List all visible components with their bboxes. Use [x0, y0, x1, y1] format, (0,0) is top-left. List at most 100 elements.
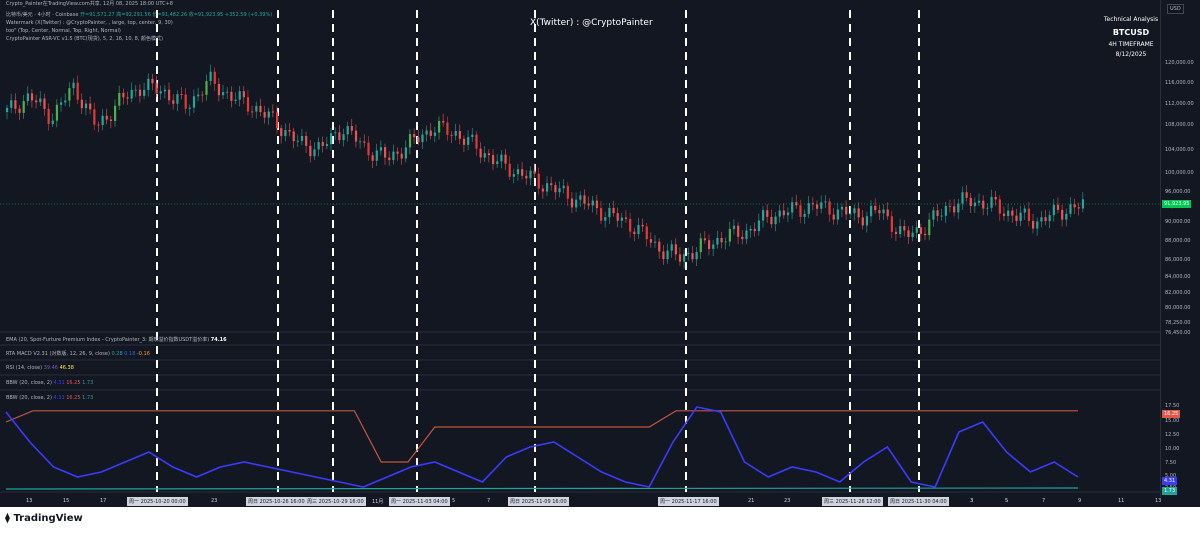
candle-body — [89, 103, 92, 110]
candle-body — [903, 226, 906, 231]
price-axis-label: 108,000.00 — [1165, 122, 1194, 128]
candle-body — [408, 134, 412, 148]
candle-body — [359, 141, 362, 143]
candle-body — [845, 206, 848, 215]
candle-body — [624, 217, 628, 219]
time-highlight-label: 周三 2025-10-29 16:00 — [305, 497, 366, 506]
candle-body — [209, 71, 212, 82]
candle-body — [446, 122, 449, 135]
candle-body — [757, 220, 761, 232]
candle-body — [828, 201, 831, 215]
asr-indicator-line[interactable]: CryptoPainter ASR-VC v1.5 (BTC(現货), 5, 2… — [6, 36, 163, 42]
watermark-indicator-line[interactable]: Watermark (X(Twitter) : @CryptoPainter, … — [6, 20, 173, 26]
candle-body — [1081, 199, 1085, 209]
price-axis-label: 120,000.00 — [1165, 60, 1194, 66]
candle-body — [654, 241, 657, 243]
candle-body — [849, 213, 852, 215]
macd-indicator-label[interactable]: RTA MACD V2.31 (对数版, 12, 26, 9, close) 0… — [6, 350, 150, 357]
candle-body — [363, 141, 366, 143]
candle-body — [284, 129, 287, 137]
candle-body — [280, 128, 283, 137]
candle-body — [222, 92, 225, 96]
candle-body — [745, 230, 748, 240]
too-indicator-line[interactable]: too" (Top, Center, Normal, Top, Right, N… — [6, 28, 121, 34]
ema-indicator-label[interactable]: EMA (20, Spot-Furture Premium Index - Cr… — [6, 336, 227, 343]
candle-body — [550, 183, 553, 186]
candle-body — [737, 225, 740, 237]
candle-body — [612, 207, 615, 214]
title-block-line1: Technical Analysis — [1103, 16, 1159, 23]
candle-body — [670, 244, 673, 251]
candle-body — [188, 107, 191, 109]
candle-body — [259, 105, 262, 113]
bbw2-indicator-label[interactable]: BBW (20, close, 2) 4.31 16.25 1.73 — [6, 395, 93, 401]
session-dividers — [156, 10, 920, 492]
bbw1-label: BBW (20, close, 2) — [6, 380, 52, 386]
current-price-tag: 91,923.95 — [1162, 200, 1192, 208]
candle-body — [994, 196, 997, 200]
candle-body — [691, 253, 694, 260]
rsi-indicator-label[interactable]: RSI (14, close) 39.46 46.38 — [6, 365, 74, 371]
candle-body — [811, 203, 815, 205]
time-tick-label: 5 — [452, 498, 456, 504]
tradingview-logo[interactable]: ⧫ TradingView — [5, 513, 83, 524]
candle-body — [762, 210, 765, 221]
symbol-name[interactable]: 比特币/美元 · 4小时 · Coinbase — [6, 12, 79, 18]
candle-body — [471, 134, 474, 138]
candle-body — [969, 197, 972, 207]
bbw1-val-3: 1.73 — [82, 380, 94, 386]
candle-body — [134, 89, 137, 91]
candle-body — [93, 109, 96, 125]
time-tick-label: 17 — [100, 498, 107, 504]
macd-val-3: -0.16 — [136, 351, 150, 357]
bbw-axis-label: 10.00 — [1165, 446, 1180, 452]
candle-body — [504, 154, 507, 164]
candle-body — [570, 198, 574, 208]
currency-badge[interactable]: USD — [1167, 4, 1184, 14]
candle-body — [288, 129, 291, 132]
time-highlight-label: 周一 2025-11-03 04:00 — [389, 497, 450, 506]
chart-canvas[interactable] — [0, 0, 1160, 497]
candle-body — [246, 97, 250, 112]
candle-body — [159, 91, 162, 94]
candle-body — [541, 188, 545, 192]
candle-body — [575, 199, 578, 208]
candle-body — [1048, 215, 1051, 222]
candle-body — [458, 130, 461, 139]
price-axis-label: 90,000.00 — [1165, 219, 1191, 225]
bbw1-indicator-label[interactable]: BBW (20, close, 2) 4.31 16.25 1.73 — [6, 380, 93, 386]
candle-body — [678, 254, 682, 262]
candle-body — [948, 205, 952, 207]
candle-body — [579, 195, 582, 200]
candle-body — [342, 134, 345, 141]
candle-body — [462, 138, 466, 145]
candle-body — [1019, 212, 1022, 221]
candle-body — [217, 83, 221, 96]
candle-body — [1077, 207, 1080, 209]
candle-body — [479, 148, 482, 158]
candle-body — [973, 202, 977, 207]
candle-body — [919, 227, 923, 234]
candle-body — [600, 208, 603, 221]
candle-body — [791, 202, 794, 213]
candle-body — [986, 207, 989, 209]
candle-body — [566, 185, 569, 199]
candle-body — [641, 224, 644, 227]
candle-body — [213, 71, 216, 84]
candle-body — [192, 96, 196, 108]
candle-body — [14, 100, 17, 109]
candle-body — [795, 202, 798, 206]
candle-body — [782, 210, 785, 216]
candle-body — [591, 200, 594, 206]
candle-body — [321, 142, 324, 146]
candle-body — [546, 183, 549, 192]
time-tick-label: 3 — [970, 498, 974, 504]
time-highlight-label: 周日 2025-11-09 16:00 — [508, 497, 569, 506]
candle-body — [712, 244, 715, 249]
candle-body — [429, 130, 432, 136]
bbw-axis-label: 17.50 — [1165, 403, 1180, 409]
candle-body — [533, 170, 536, 174]
candle-body — [953, 206, 956, 213]
candle-body — [276, 112, 279, 129]
candle-body — [683, 254, 686, 262]
